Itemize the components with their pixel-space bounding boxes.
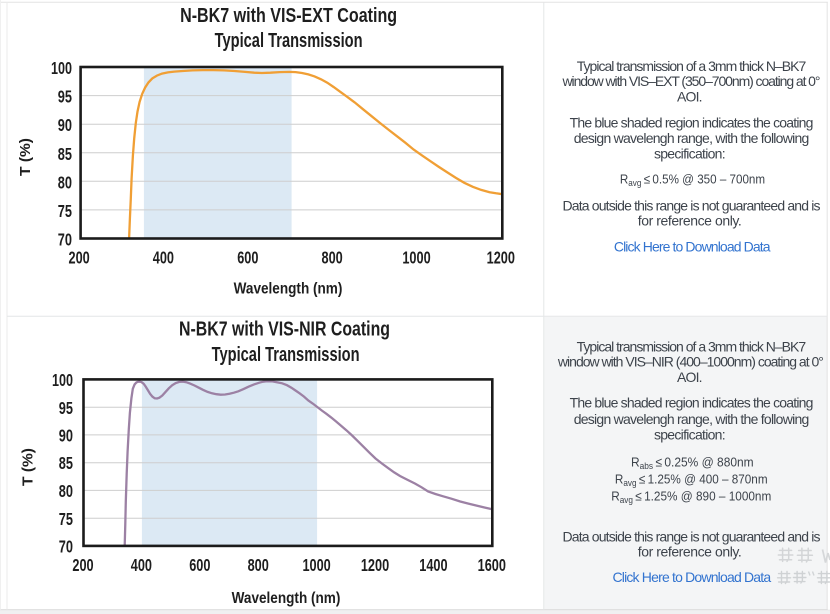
svg-text:Ravg ≤ 1.25% @ 890 – 1000nm: Ravg ≤ 1.25% @ 890 – 1000nm [611,489,771,506]
svg-text:1200: 1200 [487,248,515,268]
svg-text:Wavelength (nm): Wavelength (nm) [234,281,343,298]
svg-text:design wavelengh range, with t: design wavelengh range, with the followi… [574,130,810,146]
svg-text:1600: 1600 [478,555,506,575]
svg-text:75: 75 [58,201,72,221]
svg-text:N-BK7 with VIS-NIR Coating: N-BK7 with VIS-NIR Coating [179,317,390,340]
svg-text:75: 75 [59,509,73,529]
svg-text:200: 200 [72,555,93,575]
svg-text:The blue shaded region indicat: The blue shaded region indicates the coa… [570,395,814,411]
svg-text:Typical Transmission: Typical Transmission [215,29,363,52]
svg-text:T (%): T (%) [20,448,37,486]
svg-text:1400: 1400 [419,555,447,575]
svg-text:for reference only.: for reference only. [638,544,742,560]
svg-text:95: 95 [58,87,72,107]
svg-text:AOI.: AOI. [677,369,703,385]
svg-text:specification:: specification: [654,427,726,443]
svg-text:1200: 1200 [361,555,389,575]
svg-text:Typical transmission of a 3mm: Typical transmission of a 3mm thick N–BK… [577,338,807,354]
svg-text:T (%): T (%) [17,138,34,176]
svg-text:200: 200 [69,248,90,268]
svg-text:80: 80 [58,172,72,192]
svg-text:1000: 1000 [402,248,430,268]
svg-text:window with VIS–NIR (400–1000n: window with VIS–NIR (400–1000nm) coating… [557,354,824,370]
svg-text:AOI.: AOI. [677,88,703,104]
svg-text:for reference only.: for reference only. [638,213,742,229]
svg-text:90: 90 [58,115,72,135]
svg-text:Typical Transmission: Typical Transmission [212,343,360,366]
svg-text:85: 85 [59,453,73,473]
svg-text:95: 95 [59,398,73,418]
svg-text:800: 800 [322,248,343,268]
svg-text:N-BK7 with VIS-EXT Coating: N-BK7 with VIS-EXT Coating [180,4,397,27]
svg-text:100: 100 [51,58,72,78]
svg-text:Click Here to Download Data: Click Here to Download Data [612,569,771,585]
svg-text:Ravg ≤ 0.5% @ 350 – 700nm: Ravg ≤ 0.5% @ 350 – 700nm [620,171,765,188]
svg-text:70: 70 [59,537,73,557]
svg-text:85: 85 [58,144,72,164]
svg-text:Typical transmission of a 3mm: Typical transmission of a 3mm thick N–BK… [577,58,807,74]
svg-text:Data outside this range is not: Data outside this range is not guarantee… [563,529,821,545]
svg-text:70: 70 [58,230,72,250]
svg-text:800: 800 [248,555,269,575]
svg-text:Click Here to Download Data: Click Here to Download Data [614,239,771,255]
svg-text:Data outside this range is not: Data outside this range is not guarantee… [563,198,821,214]
svg-text:Ravg ≤ 1.25% @ 400 – 870nm: Ravg ≤ 1.25% @ 400 – 870nm [615,472,768,489]
svg-text:Rabs ≤ 0.25% @ 880nm: Rabs ≤ 0.25% @ 880nm [631,454,754,471]
svg-text:design wavelengh range, with t: design wavelengh range, with the followi… [574,411,810,427]
svg-text:Wavelength (nm): Wavelength (nm) [232,590,341,607]
svg-text:specification:: specification: [654,146,726,162]
svg-text:The blue shaded region indicat: The blue shaded region indicates the coa… [570,114,814,130]
svg-text:1000: 1000 [302,555,330,575]
svg-text:600: 600 [237,248,258,268]
svg-text:100: 100 [52,370,73,390]
svg-text:window with VIS–EXT (350–700nm: window with VIS–EXT (350–700nm) coating … [562,73,821,89]
svg-text:400: 400 [131,555,152,575]
svg-text:80: 80 [59,481,73,501]
svg-text:600: 600 [189,555,210,575]
svg-text:400: 400 [153,248,174,268]
svg-text:90: 90 [59,426,73,446]
